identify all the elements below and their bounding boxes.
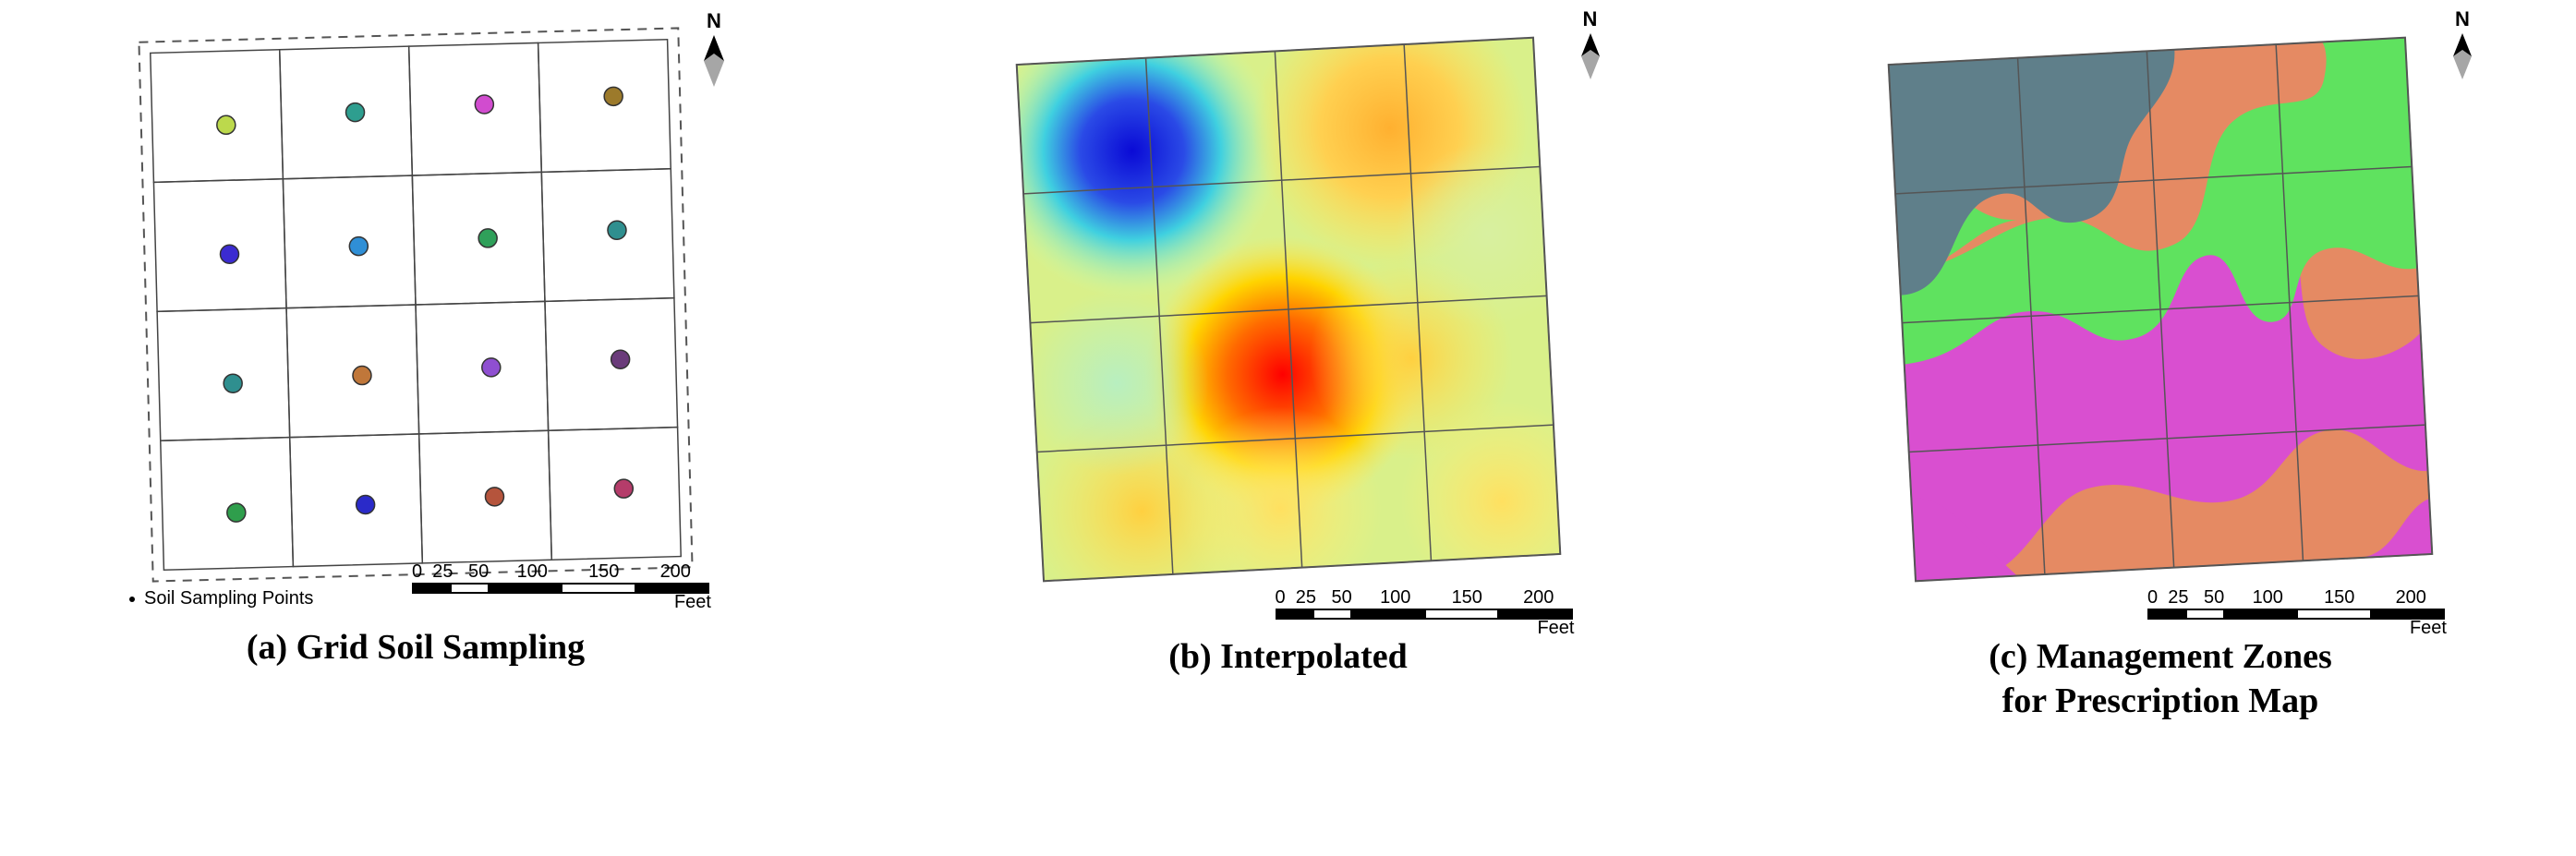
north-arrow: N (1577, 7, 1604, 84)
scalebar-a: 02550100150200Feet (412, 561, 711, 613)
north-arrow: N (2449, 7, 2476, 84)
panel-c-map: N 02550100150200Feet (1865, 18, 2456, 609)
north-label: N (698, 9, 730, 33)
north-arrow-icon (1577, 33, 1604, 79)
scalebar-c: 02550100150200Feet (2147, 587, 2447, 639)
panel-a: N Soil Sampling Points 02550100150200Fee… (37, 18, 794, 670)
caption-b: (b) Interpolated (1168, 635, 1408, 680)
grid-sampling-svg (129, 18, 702, 600)
north-arrow-icon (2449, 33, 2476, 79)
north-label: N (2449, 7, 2476, 31)
panel-b: N 02550100150200Feet (b) Interpolated (910, 18, 1667, 680)
legend-sampling-points: Soil Sampling Points (129, 588, 313, 609)
caption-a: (a) Grid Soil Sampling (247, 626, 585, 670)
panel-a-map: N Soil Sampling Points 02550100150200Fee… (129, 18, 702, 600)
interpolated-svg (993, 18, 1584, 609)
scalebar-b: 02550100150200Feet (1276, 587, 1575, 639)
caption-c: (c) Management Zonesfor Prescription Map (1989, 635, 2331, 723)
figure-wrap: N Soil Sampling Points 02550100150200Fee… (0, 0, 2576, 856)
legend-dot-icon (129, 597, 135, 602)
legend-label: Soil Sampling Points (144, 588, 313, 609)
zones-svg (1865, 18, 2456, 609)
panel-b-map: N 02550100150200Feet (993, 18, 1584, 609)
north-arrow-icon (698, 35, 730, 87)
north-label: N (1577, 7, 1604, 31)
panel-c: N 02550100150200Feet (c) Management Zone… (1782, 18, 2539, 723)
north-arrow: N (698, 9, 730, 91)
